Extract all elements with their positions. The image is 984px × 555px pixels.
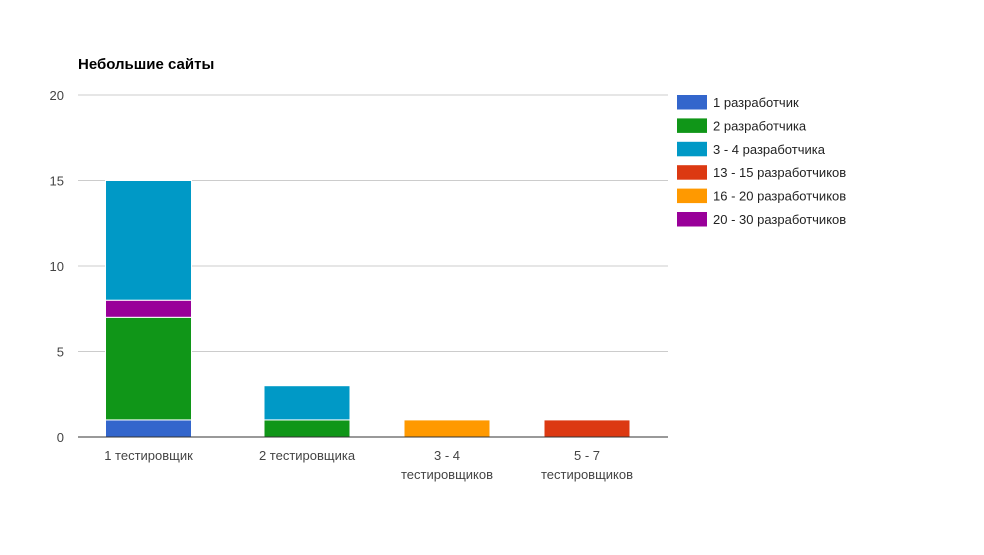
legend-swatch: [677, 212, 707, 227]
y-tick-label: 0: [57, 430, 64, 445]
x-tick-label-line: 1 тестировщик: [104, 448, 193, 463]
bar-segment: [403, 419, 491, 438]
chart-title: Небольшие сайты: [78, 56, 214, 73]
bars: [105, 180, 631, 438]
bar-segment: [263, 385, 351, 421]
y-tick-label: 10: [50, 259, 64, 274]
legend-swatch: [677, 95, 707, 110]
bar-segment: [105, 180, 192, 301]
legend-label: 16 - 20 разработчиков: [713, 189, 846, 204]
legend-label: 13 - 15 разработчиков: [713, 165, 846, 180]
x-tick-label-line: 3 - 4: [434, 448, 460, 463]
legend-swatch: [677, 141, 707, 157]
y-tick-label: 20: [50, 88, 64, 103]
legend-label: 2 разработчика: [713, 118, 807, 133]
x-tick-label: 1 тестировщик: [104, 448, 193, 463]
legend-label: 3 - 4 разработчика: [713, 142, 826, 157]
bar-segment: [105, 316, 192, 421]
x-tick-label-line: тестировщиков: [401, 467, 493, 482]
x-tick-label-line: тестировщиков: [541, 467, 633, 482]
legend-swatch: [677, 118, 707, 133]
x-axis-ticks: 1 тестировщик 2 тестировщика 3 - 4 тестиров…: [104, 448, 633, 482]
x-tick-label: 3 - 4 тестировщиков: [401, 448, 493, 482]
bar-segment: [543, 419, 631, 438]
legend-label: 20 - 30 разработчиков: [713, 212, 846, 227]
bar-segment: [263, 419, 351, 438]
x-tick-label-line: 5 - 7: [574, 448, 600, 463]
legend: 1 разработчик 2 разработчика 3 - 4 разрабо…: [677, 95, 846, 227]
legend-swatch: [677, 188, 707, 204]
legend-swatch: [677, 165, 707, 180]
y-tick-label: 5: [57, 345, 64, 360]
y-axis-ticks: 0 5 10 15 20: [50, 88, 64, 445]
x-tick-label: 2 тестировщика: [259, 448, 356, 463]
x-tick-label: 5 - 7 тестировщиков: [541, 448, 633, 482]
y-tick-label: 15: [50, 174, 64, 189]
bar-segment: [105, 299, 192, 318]
bar-segment: [105, 419, 192, 438]
legend-label: 1 разработчик: [713, 95, 799, 110]
x-tick-label-line: 2 тестировщика: [259, 448, 356, 463]
